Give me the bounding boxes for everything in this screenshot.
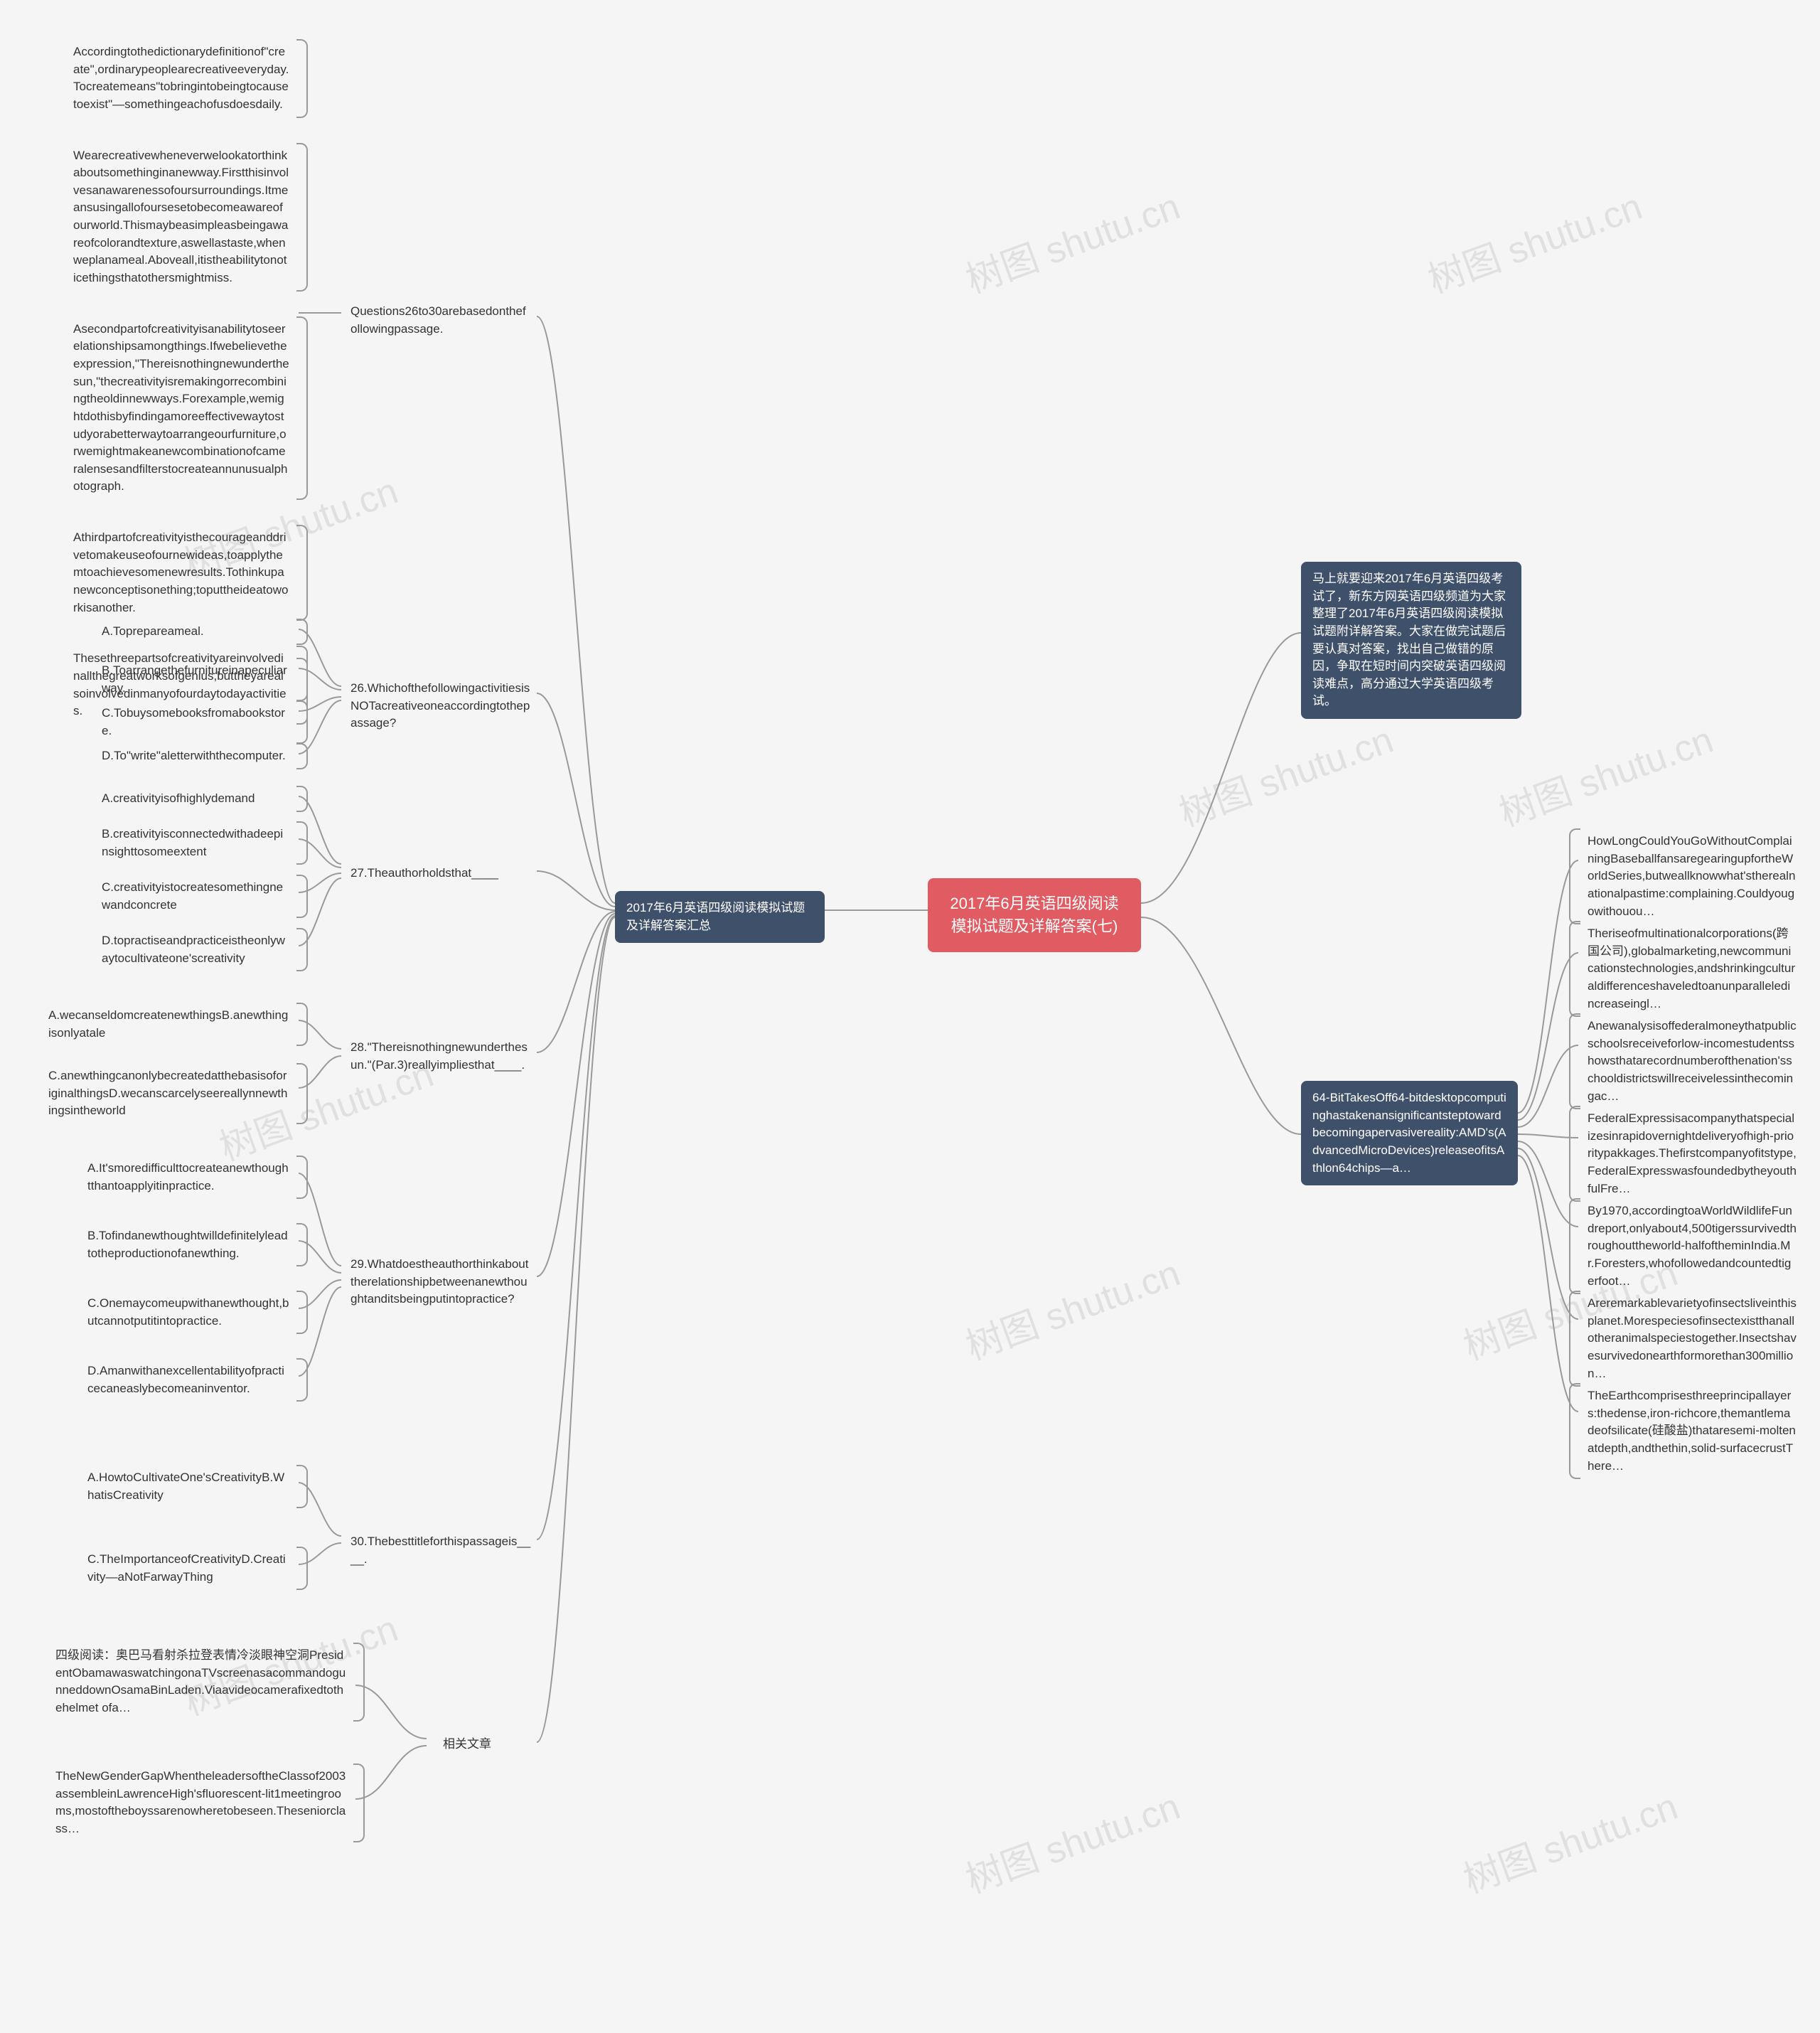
right-subroot[interactable]: 64-BitTakesOff64-bitdesktopcomputinghast…	[1301, 1081, 1518, 1185]
passage-para: Wearecreativewheneverwelookatorthinkabou…	[68, 143, 295, 292]
right-item: TheEarthcomprisesthreeprincipallayers:th…	[1582, 1383, 1802, 1479]
related-item: TheNewGenderGapWhentheleadersoftheClasso…	[50, 1763, 352, 1842]
related-item: 四级阅读：奥巴马看射杀拉登表情冷淡眼神空洞PresidentObamawaswa…	[50, 1643, 352, 1722]
right-intro[interactable]: 马上就要迎来2017年6月英语四级考试了，新东方网英语四级频道为大家整理了201…	[1301, 562, 1521, 719]
root-node[interactable]: 2017年6月英语四级阅读模拟试题及详解答案(七)	[928, 878, 1141, 952]
right-item: HowLongCouldYouGoWithoutComplainingBaseb…	[1582, 828, 1802, 924]
passage-para: Accordingtothedictionarydefinitionof"cre…	[68, 39, 295, 118]
q30: 30.Thebesttitleforthispassageis____.	[345, 1529, 537, 1572]
q27-opt: C.creativityistocreatesomethingnewandcon…	[96, 875, 295, 918]
passage-para: Asecondpartofcreativityisanabilitytoseer…	[68, 316, 295, 500]
watermark: 树图 shutu.cn	[1491, 710, 1720, 836]
q26: 26.WhichofthefollowingactivitiesisNOTacr…	[345, 676, 537, 737]
q27: 27.Theauthorholdsthat____	[345, 860, 537, 887]
right-item: Anewanalysisoffederalmoneythatpublicscho…	[1582, 1013, 1802, 1109]
q26-opt: D.To"write"aletterwiththecomputer.	[96, 743, 295, 769]
watermark: 树图 shutu.cn	[1455, 1776, 1684, 1903]
right-item: By1970,accordingtoaWorldWildlifeFundrepo…	[1582, 1198, 1802, 1294]
right-item: Theriseofmultinationalcorporations(跨国公司)…	[1582, 921, 1802, 1017]
q26-opt: A.Toprepareameal.	[96, 619, 295, 645]
q29-opt: D.Amanwithanexcellentabilityofpracticeca…	[82, 1358, 295, 1402]
related-label: 相关文章	[437, 1731, 537, 1758]
q28: 28."Thereisnothingnewunderthesun."(Par.3…	[345, 1035, 537, 1078]
q29-opt: B.Tofindanewthoughtwilldefinitelyleadtot…	[82, 1223, 295, 1266]
q27-opt: D.topractiseandpracticeistheonlywaytocul…	[96, 928, 295, 971]
q30-opt: C.TheImportanceofCreativityD.Creativity—…	[82, 1547, 295, 1590]
q27-opt: B.creativityisconnectedwithadeepinsightt…	[96, 821, 295, 865]
q28-opt: A.wecanseldomcreatenewthingsB.anewthingi…	[43, 1003, 295, 1046]
q26-opt: B.Toarrangethefurnitureinapeculiarway.	[96, 658, 295, 701]
passage-header: Questions26to30arebasedonthefollowingpas…	[345, 299, 537, 342]
passage-para: Athirdpartofcreativityisthecourageanddri…	[68, 525, 295, 621]
watermark: 树图 shutu.cn	[958, 1776, 1187, 1903]
q26-opt: C.Tobuysomebooksfromabookstore.	[96, 700, 295, 744]
q28-opt: C.anewthingcanonlybecreatedatthebasisofo…	[43, 1063, 295, 1124]
q30-opt: A.HowtoCultivateOne'sCreativityB.WhatisC…	[82, 1465, 295, 1508]
watermark: 树图 shutu.cn	[1171, 710, 1400, 836]
right-item: FederalExpressisacompanythatspecializesi…	[1582, 1106, 1802, 1202]
q29-opt: A.It'smoredifficulttocreateanewthoughtth…	[82, 1156, 295, 1199]
watermark: 树图 shutu.cn	[958, 176, 1187, 303]
left-subroot[interactable]: 2017年6月英语四级阅读模拟试题及详解答案汇总	[615, 891, 825, 943]
watermark: 树图 shutu.cn	[958, 1243, 1187, 1370]
right-item: Areremarkablevarietyofinsectsliveinthisp…	[1582, 1291, 1802, 1387]
q29-opt: C.Onemaycomeupwithanewthought,butcannotp…	[82, 1291, 295, 1334]
q27-opt: A.creativityisofhighlydemand	[96, 786, 295, 812]
q29: 29.Whatdoestheauthorthinkabouttherelatio…	[345, 1252, 537, 1313]
watermark: 树图 shutu.cn	[1420, 176, 1649, 303]
